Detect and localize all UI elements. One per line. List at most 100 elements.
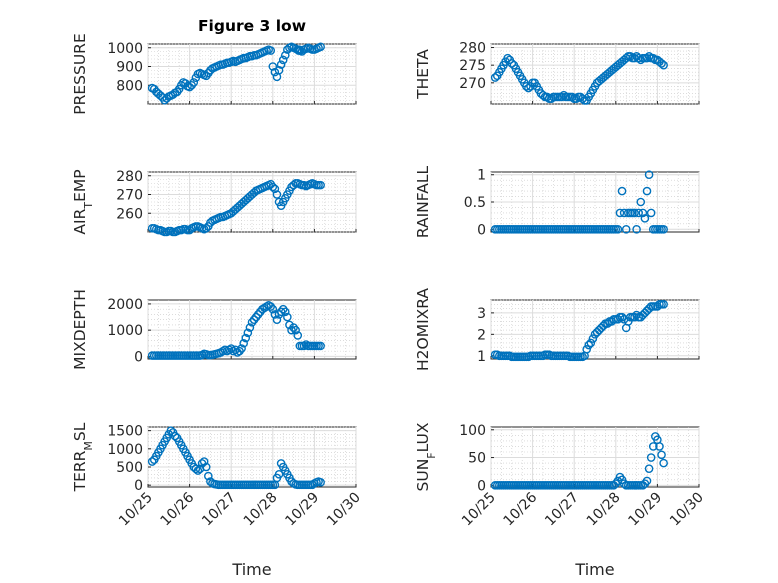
data-point [571, 94, 581, 104]
data-point [507, 59, 517, 68]
series-h2omixra [490, 299, 668, 362]
data-point [316, 42, 325, 52]
subplot-mixdepth: 0 1000 2000 MIXDEPTH [71, 289, 357, 370]
data-point [613, 224, 623, 234]
data-point [316, 477, 325, 487]
data-point [170, 431, 180, 441]
data-point [316, 341, 325, 351]
y-tick-label: 280 [459, 41, 486, 57]
data-point [621, 224, 631, 234]
data-point [147, 457, 157, 466]
x-tick-label: 10/26 [501, 489, 541, 529]
x-tick-label: 10/25 [116, 490, 156, 530]
figure-title: Figure 3 low [198, 17, 306, 35]
data-point [243, 328, 253, 338]
data-point [283, 312, 292, 322]
y-tick-label: 1000 [107, 323, 143, 339]
y-tick-label: 2000 [107, 297, 143, 313]
data-point [237, 344, 246, 353]
y-tick-label: 1 [477, 168, 486, 184]
data-point [239, 338, 248, 348]
data-point [599, 321, 608, 331]
data-point [268, 182, 278, 192]
data-point [615, 208, 625, 218]
data-point [617, 312, 627, 322]
data-point [644, 52, 654, 61]
x-tick-label: 10/28 [241, 490, 281, 530]
data-point [241, 333, 251, 343]
data-point [644, 170, 654, 180]
data-point [293, 331, 303, 340]
y-tick-label: 275 [459, 58, 486, 74]
data-point [640, 214, 650, 223]
data-point [646, 453, 656, 462]
series-terr-msl [147, 426, 325, 490]
data-point [632, 310, 641, 320]
data-point [659, 60, 668, 70]
y-tick-label: 800 [116, 78, 143, 94]
y-tick-label: 0.5 [464, 195, 486, 211]
data-point [291, 325, 300, 335]
y-axis-label-h2omixra: H2OMIXRA [414, 288, 432, 371]
data-point [272, 315, 282, 324]
data-point [199, 457, 209, 466]
y-axis-label-pressure: PRESSURE [71, 33, 89, 115]
data-point [522, 82, 531, 91]
y-tick-label: 280 [116, 169, 143, 185]
data-point [648, 442, 658, 451]
data-point [189, 78, 199, 87]
series-pressure [147, 42, 325, 105]
data-point [274, 469, 284, 479]
y-axis-label-sun-flux: SUNFLUX [414, 422, 438, 491]
grid-lines [147, 171, 357, 233]
y-tick-label: 260 [116, 206, 143, 222]
data-point [657, 59, 666, 68]
data-point [659, 458, 668, 468]
x-tick-label: 10/30 [324, 490, 364, 530]
y-axis-label-theta: THETA [414, 49, 432, 100]
data-point [204, 471, 213, 481]
y-axis-label-terr-msl: TERRMSL [71, 422, 95, 492]
x-tick-label: 10/30 [667, 490, 707, 530]
x-tick-label: 10/25 [459, 490, 499, 530]
data-point [659, 224, 668, 234]
data-point [280, 307, 290, 317]
data-point [630, 208, 639, 218]
series-sun-flux [490, 432, 668, 490]
data-point [166, 426, 176, 435]
data-point [648, 53, 658, 63]
y-tick-label: 270 [459, 76, 486, 92]
data-point [268, 62, 278, 71]
data-point [280, 50, 290, 60]
y-tick-label: 500 [116, 460, 143, 476]
data-point [642, 476, 652, 486]
y-tick-label: 1000 [107, 41, 143, 57]
data-point [538, 90, 548, 100]
grid-lines [490, 172, 700, 232]
y-tick-label: 0 [134, 478, 143, 494]
data-point [619, 208, 629, 218]
axes-frame [147, 299, 357, 360]
data-point [542, 92, 552, 102]
y-axis-label-rainfall: RAINFALL [414, 165, 432, 238]
x-tick-label: 10/29 [625, 490, 665, 530]
y-tick-label: 900 [116, 60, 143, 76]
y-axis-label-air-temp: AIRTEMP [71, 169, 95, 234]
x-tick-label: 10/29 [282, 490, 322, 530]
data-point [272, 190, 282, 199]
x-tick-label: 10/28 [584, 490, 624, 530]
data-point [646, 208, 656, 218]
data-point [603, 319, 612, 328]
data-point [634, 53, 643, 63]
data-point [638, 208, 648, 218]
y-tick-label: 50 [468, 451, 486, 467]
data-point [613, 315, 623, 324]
data-point [274, 65, 284, 75]
x-tick-label: 10/27 [542, 490, 582, 530]
grid-lines [490, 427, 700, 487]
data-point [634, 208, 643, 218]
data-point [582, 345, 591, 354]
